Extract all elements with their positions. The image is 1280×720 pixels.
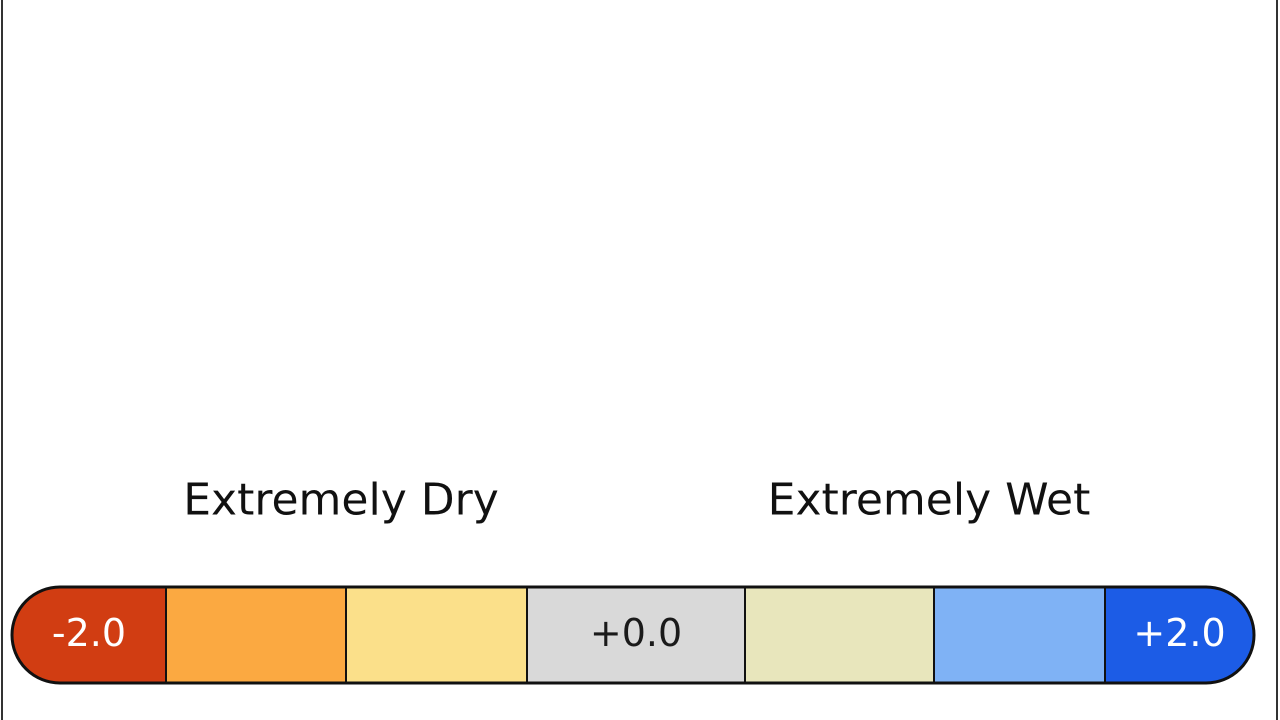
scale-segment bbox=[527, 587, 745, 683]
scale-segment bbox=[12, 587, 166, 683]
scale-segment bbox=[934, 587, 1105, 683]
scale-segment bbox=[745, 587, 934, 683]
scale-labels: -2.0 +0.0 +2.0 bbox=[52, 611, 1226, 655]
scale-segment bbox=[166, 587, 346, 683]
scale-segment bbox=[346, 587, 527, 683]
scale-outline bbox=[10, 585, 1256, 685]
color-scale bbox=[12, 587, 1254, 683]
scale-segment bbox=[1105, 587, 1254, 683]
dry-heading: Extremely Dry bbox=[183, 475, 498, 526]
wet-heading: Extremely Wet bbox=[768, 475, 1091, 526]
scale-value-label: +0.0 bbox=[590, 611, 682, 655]
scale-value-label: +2.0 bbox=[1133, 611, 1225, 655]
scale-value-label: -2.0 bbox=[52, 611, 126, 655]
